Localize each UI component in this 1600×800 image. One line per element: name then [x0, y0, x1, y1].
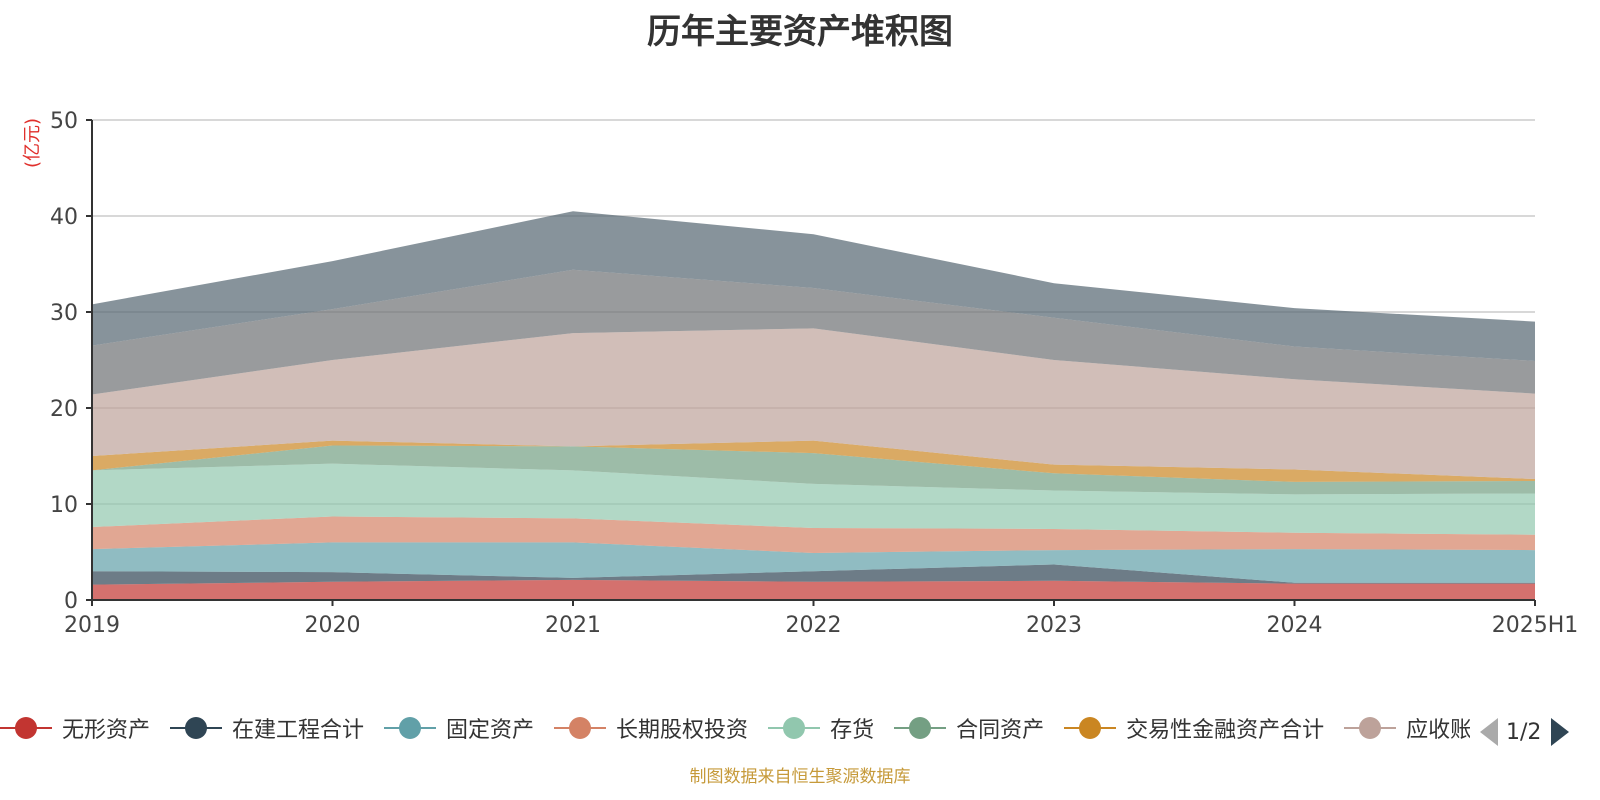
area-series-4 — [92, 463, 1535, 535]
legend-marker-icon — [894, 715, 947, 741]
legend-label: 固定资产 — [446, 718, 535, 743]
legend-label: 合同资产 — [956, 718, 1045, 743]
legend-label: 在建工程合计 — [232, 718, 365, 743]
legend-marker-icon — [384, 715, 437, 741]
legend-marker-icon — [170, 715, 223, 741]
x-tick-label: 2024 — [1267, 613, 1323, 638]
area-series-2 — [92, 542, 1535, 583]
legend-item[interactable]: 长期股权投资 — [554, 712, 748, 744]
area-series-7 — [92, 328, 1535, 480]
x-tick-label: 2020 — [305, 613, 361, 638]
next-page-icon[interactable] — [1551, 718, 1570, 746]
legend-item[interactable]: 在建工程合计 — [170, 712, 364, 744]
y-tick-label: 30 — [50, 301, 78, 326]
y-tick-label: 10 — [50, 493, 78, 518]
legend-marker-icon — [768, 715, 821, 741]
legend-item[interactable]: 合同资产 — [894, 712, 1044, 744]
x-tick-label: 2019 — [64, 613, 120, 638]
axes: 0 10 20 30 40 50 2019 2020 2021 2022 2023 2024 2025H… — [50, 109, 1578, 638]
legend-label: 长期股权投资 — [616, 718, 749, 743]
legend: 无形资产在建工程合计固定资产长期股权投资存货合同资产交易性金融资产合计应收账款货… — [0, 712, 1470, 752]
area-series-9 — [92, 211, 1535, 361]
y-tick-label: 20 — [50, 397, 78, 422]
y-axis-unit: (亿元) — [22, 118, 43, 168]
y-tick-label: 40 — [50, 205, 78, 230]
legend-label: 应收账款 — [1406, 718, 1470, 743]
legend-item[interactable]: 交易性金融资产合计 — [1064, 712, 1324, 744]
legend-item[interactable]: 固定资产 — [384, 712, 534, 744]
pager-label: 1/2 — [1506, 719, 1542, 745]
area-series-0 — [92, 579, 1535, 600]
previous-page-icon[interactable] — [1480, 718, 1498, 746]
area-series-8 — [92, 269, 1535, 395]
x-tick-label: 2023 — [1026, 613, 1082, 638]
legend-pager: 1/2 — [1480, 712, 1600, 752]
legend-item[interactable]: 无形资产 — [0, 712, 150, 744]
legend-marker-icon — [1344, 715, 1397, 741]
data-source-note: 制图数据来自恒生聚源数据库 — [689, 767, 911, 787]
area-series-6 — [92, 440, 1535, 482]
legend-label: 存货 — [830, 718, 875, 743]
y-tick-label: 0 — [64, 589, 78, 614]
area-series-5 — [92, 445, 1535, 495]
x-tick-label: 2021 — [545, 613, 601, 638]
area-series-1 — [92, 564, 1535, 585]
area-series-3 — [92, 516, 1535, 553]
stacked-area-chart: 0 10 20 30 40 50 2019 2020 2021 2022 2023 2024 2025H… — [22, 109, 1578, 638]
legend-marker-icon — [1064, 715, 1117, 741]
chart-title: 历年主要资产堆积图 — [647, 12, 953, 52]
y-tick-label: 50 — [50, 109, 78, 134]
area-series — [92, 211, 1535, 600]
x-tick-label: 2022 — [786, 613, 842, 638]
x-tick-label: 2025H1 — [1492, 613, 1579, 638]
legend-label: 交易性金融资产合计 — [1126, 718, 1325, 743]
legend-item[interactable]: 应收账款 — [1344, 712, 1470, 744]
legend-marker-icon — [0, 715, 52, 741]
legend-marker-icon — [554, 715, 607, 741]
legend-label: 无形资产 — [62, 718, 151, 743]
legend-item[interactable]: 存货 — [768, 712, 874, 744]
